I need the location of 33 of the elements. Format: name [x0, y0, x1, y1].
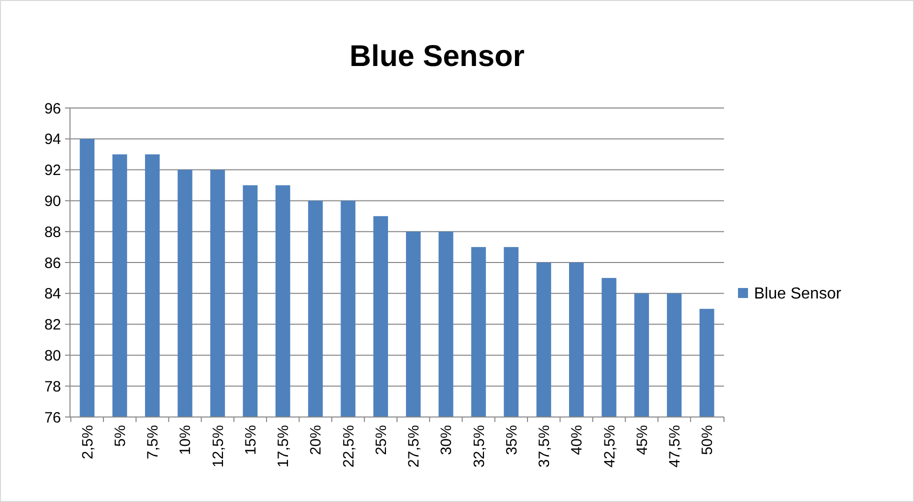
x-tick-label: 35% — [503, 425, 520, 456]
x-tick-label: 27,5% — [406, 425, 423, 468]
y-tick-label: 96 — [44, 100, 61, 118]
x-tick-label: 45% — [634, 425, 651, 456]
y-tick-label: 84 — [44, 286, 61, 303]
x-tick-label: 25% — [372, 425, 390, 456]
x-tick-label: 30% — [438, 425, 456, 456]
x-tick-label: 7,5% — [144, 425, 162, 460]
x-tick-label: 2,5% — [79, 425, 96, 460]
x-tick-label: 15% — [242, 425, 260, 456]
y-tick-label: 88 — [44, 224, 61, 241]
y-tick-label: 80 — [44, 347, 61, 364]
x-tick-label: 37,5% — [536, 425, 554, 468]
x-tick-label: 20% — [308, 425, 325, 456]
x-tick-label: 40% — [568, 425, 586, 456]
y-tick-label: 94 — [44, 131, 61, 148]
x-tick-label: 22,5% — [340, 425, 358, 468]
x-tick-label: 10% — [177, 425, 194, 456]
x-tick-label: 50% — [699, 425, 716, 456]
y-tick-label: 78 — [44, 378, 61, 396]
chart-title: Blue Sensor — [349, 40, 525, 73]
y-tick-label: 92 — [44, 162, 61, 180]
x-tick-label: 32,5% — [470, 425, 488, 468]
y-tick-label: 86 — [44, 254, 61, 272]
x-tick-label: 42,5% — [601, 425, 618, 468]
legend-label: Blue Sensor — [754, 286, 842, 303]
x-tick-label: 12,5% — [210, 425, 227, 468]
y-tick-label: 76 — [44, 409, 61, 426]
y-tick-label: 90 — [44, 192, 61, 210]
x-tick-label: 17,5% — [275, 425, 292, 468]
y-tick-label: 82 — [44, 316, 61, 334]
x-tick-label: 47,5% — [666, 425, 684, 468]
x-tick-label: 5% — [112, 425, 129, 447]
